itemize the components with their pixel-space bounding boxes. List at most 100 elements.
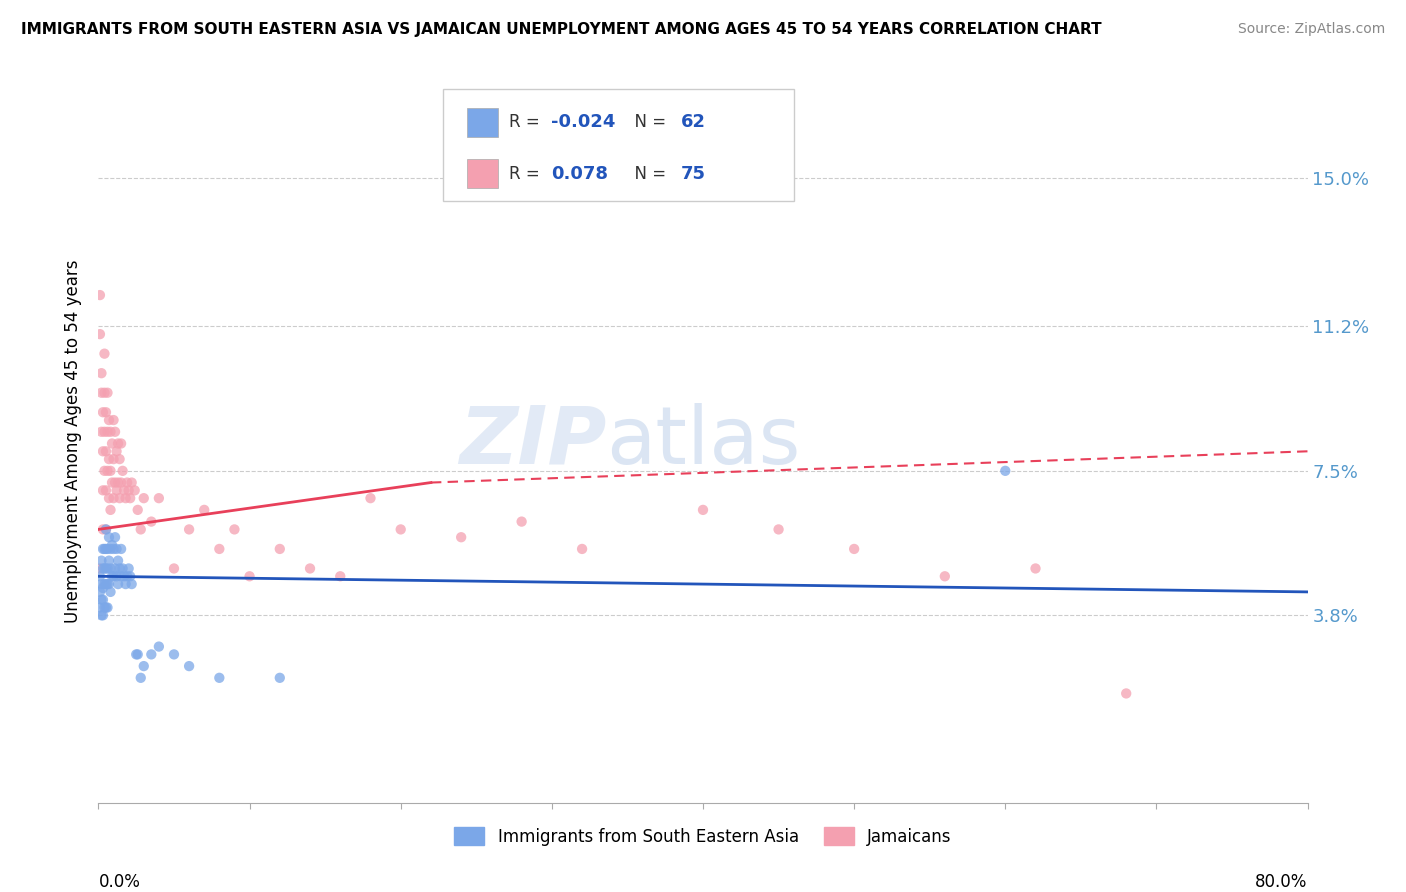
Point — [91, 608, 114, 623]
Point — [89, 600, 111, 615]
Point — [91, 592, 114, 607]
Text: 0.078: 0.078 — [551, 165, 609, 183]
Text: Source: ZipAtlas.com: Source: ZipAtlas.com — [1237, 22, 1385, 37]
Point — [101, 436, 124, 450]
Point — [94, 541, 117, 556]
Point — [1115, 686, 1137, 700]
Point — [1024, 561, 1046, 575]
Point — [105, 541, 128, 556]
Point — [103, 413, 125, 427]
Point — [111, 464, 134, 478]
Point — [94, 405, 117, 419]
Point — [89, 585, 111, 599]
Point — [179, 523, 201, 537]
Point — [91, 405, 114, 419]
Point — [141, 515, 163, 529]
Point — [96, 561, 118, 575]
Point — [118, 483, 141, 498]
Point — [104, 530, 127, 544]
Point — [98, 554, 121, 568]
Point — [101, 475, 124, 490]
Point — [115, 569, 138, 583]
Point — [100, 541, 122, 556]
Point — [89, 327, 111, 342]
Legend: Immigrants from South Eastern Asia, Jamaicans: Immigrants from South Eastern Asia, Jama… — [447, 821, 959, 852]
Text: N =: N = — [624, 113, 672, 131]
Point — [994, 464, 1017, 478]
Point — [96, 600, 118, 615]
Text: N =: N = — [624, 165, 672, 183]
Point — [94, 523, 117, 537]
Point — [93, 385, 115, 400]
Point — [96, 577, 118, 591]
Point — [108, 561, 131, 575]
Point — [114, 577, 136, 591]
Point — [93, 346, 115, 360]
Point — [89, 561, 111, 575]
Point — [934, 569, 956, 583]
Point — [104, 475, 127, 490]
Point — [115, 475, 138, 490]
Point — [90, 554, 112, 568]
Point — [100, 425, 122, 439]
Point — [768, 523, 790, 537]
Point — [90, 366, 112, 380]
Point — [110, 436, 132, 450]
Point — [120, 569, 142, 583]
Point — [104, 425, 127, 439]
Text: R =: R = — [509, 113, 546, 131]
Point — [103, 491, 125, 505]
Point — [105, 444, 128, 458]
Point — [91, 581, 114, 595]
Point — [105, 483, 128, 498]
Point — [90, 592, 112, 607]
Point — [98, 530, 121, 544]
Point — [107, 436, 129, 450]
Point — [844, 541, 866, 556]
Point — [89, 288, 111, 302]
Point — [107, 475, 129, 490]
Text: atlas: atlas — [606, 402, 800, 481]
Point — [94, 483, 117, 498]
Point — [110, 569, 132, 583]
Point — [105, 569, 128, 583]
Point — [120, 491, 142, 505]
Point — [129, 671, 152, 685]
Point — [129, 523, 152, 537]
Point — [114, 491, 136, 505]
Point — [141, 648, 163, 662]
Point — [108, 452, 131, 467]
Point — [103, 541, 125, 556]
Point — [90, 608, 112, 623]
Point — [94, 444, 117, 458]
Point — [98, 413, 121, 427]
Point — [269, 671, 291, 685]
Point — [91, 483, 114, 498]
Point — [510, 515, 533, 529]
Point — [360, 491, 382, 505]
Point — [96, 385, 118, 400]
Text: 75: 75 — [681, 165, 706, 183]
Point — [90, 425, 112, 439]
Point — [107, 554, 129, 568]
Point — [179, 659, 201, 673]
Text: IMMIGRANTS FROM SOUTH EASTERN ASIA VS JAMAICAN UNEMPLOYMENT AMONG AGES 45 TO 54 : IMMIGRANTS FROM SOUTH EASTERN ASIA VS JA… — [21, 22, 1102, 37]
Point — [124, 483, 146, 498]
Point — [127, 648, 149, 662]
Point — [98, 577, 121, 591]
Point — [100, 585, 122, 599]
Point — [110, 541, 132, 556]
Point — [112, 569, 135, 583]
Text: 62: 62 — [681, 113, 706, 131]
Point — [450, 530, 472, 544]
Point — [132, 491, 155, 505]
Point — [118, 561, 141, 575]
Point — [239, 569, 262, 583]
Point — [692, 503, 714, 517]
Point — [94, 561, 117, 575]
Point — [94, 523, 117, 537]
Point — [100, 464, 122, 478]
Point — [93, 600, 115, 615]
Point — [148, 640, 170, 654]
Point — [96, 464, 118, 478]
